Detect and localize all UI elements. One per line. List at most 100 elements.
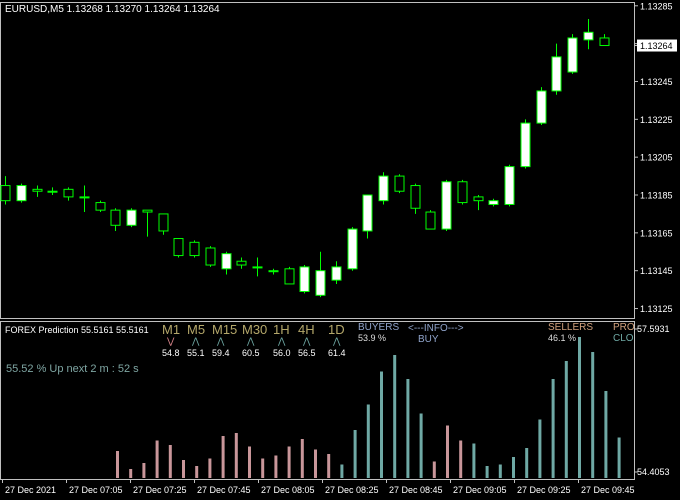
timeframe-label: M5 (187, 322, 206, 337)
histogram-bar (432, 461, 436, 478)
timeframe-value: 56.5 (298, 348, 316, 358)
price-tick-label: 1.13245 (640, 77, 673, 87)
histogram-bar (617, 437, 621, 478)
indicator-axis-max: 57.5931 (637, 324, 670, 334)
bullish-candle (315, 270, 326, 296)
current-price-label: 1.13264 (640, 41, 673, 51)
histogram-bar (129, 469, 133, 478)
histogram-bar (446, 425, 449, 478)
up-arrow-icon: ⋀ (333, 336, 341, 346)
bullish-candle (567, 37, 578, 73)
histogram-bar (459, 440, 463, 478)
bullish-candle (221, 253, 232, 270)
price-tick-label: 1.13165 (640, 228, 673, 238)
time-tick-label: 27 Dec 09:25 (517, 485, 571, 495)
bullish-candle (299, 266, 310, 293)
histogram-bar (353, 430, 357, 478)
time-tick-label: 27 Dec 08:25 (325, 485, 379, 495)
histogram-bar (155, 440, 159, 478)
bullish-candle (331, 266, 342, 281)
bearish-candle (599, 37, 610, 47)
info-signal: BUY (418, 334, 439, 345)
histogram-bar (512, 457, 515, 478)
bearish-candle (110, 209, 121, 226)
histogram-bar (234, 433, 238, 478)
histogram-bar (393, 355, 397, 478)
histogram-bar (538, 419, 542, 478)
time-tick-label: 27 Dec 2021 (5, 485, 56, 495)
price-tick-label: 1.13145 (640, 266, 673, 276)
clo-label: CLO (613, 333, 634, 344)
histogram-bar (208, 458, 212, 478)
up-arrow-icon: ⋀ (192, 336, 200, 346)
histogram-bar (274, 455, 278, 478)
prediction-text: 55.52 % Up next 2 m : 52 s (6, 363, 139, 375)
histogram-bar (168, 445, 172, 478)
timeframe-label: 4H (298, 322, 315, 337)
bullish-candle (347, 228, 358, 270)
main-chart-frame (0, 2, 635, 319)
bullish-candle (47, 190, 58, 193)
histogram-bar (525, 448, 529, 478)
timeframe-label: M1 (162, 322, 181, 337)
timeframe-value: 56.0 (273, 348, 291, 358)
bearish-candle (205, 247, 216, 266)
down-arrow-icon: ⋁ (167, 336, 175, 346)
current-price-box (637, 39, 677, 52)
bullish-candle (378, 175, 389, 202)
histogram-bar (591, 352, 595, 478)
time-tick-label: 27 Dec 09:45 (581, 485, 635, 495)
timeframe-value: 61.4 (328, 348, 346, 358)
bearish-candle (236, 260, 247, 266)
bearish-candle (473, 196, 484, 202)
histogram-bar (366, 404, 370, 478)
bullish-candle (551, 56, 562, 92)
timeframe-value: 54.8 (162, 348, 180, 358)
bullish-candle (583, 31, 594, 41)
histogram-bar (221, 436, 225, 478)
histogram-bar (287, 446, 291, 478)
buyers-percent: 53.9 % (358, 333, 387, 343)
price-tick-label: 1.13225 (640, 115, 673, 125)
histogram-bar (380, 371, 383, 478)
histogram-bar (327, 454, 331, 478)
timeframe-label: 1D (328, 322, 345, 337)
histogram-bar (300, 439, 304, 478)
timeframe-label: M30 (242, 322, 268, 337)
histogram-bar (340, 464, 344, 478)
price-tick-label: 1.13185 (640, 191, 673, 201)
timeframe-label: 1H (273, 322, 290, 337)
bullish-candle (16, 185, 27, 202)
time-tick-label: 27 Dec 08:05 (261, 485, 315, 495)
bearish-candle (0, 185, 11, 202)
histogram-bar (116, 451, 119, 478)
bullish-candle (362, 194, 373, 232)
histogram-bar (195, 466, 199, 478)
timeframe-value: 60.5 (242, 348, 260, 358)
info-label: <---INFO---> (408, 323, 464, 334)
price-tick-label: 1.13125 (640, 304, 673, 314)
histogram-bar (485, 466, 489, 478)
up-arrow-icon: ⋀ (278, 336, 286, 346)
up-arrow-icon: ⋀ (303, 336, 311, 346)
window-title: EURUSD,M5 1.13268 1.13270 1.13264 1.1326… (5, 4, 220, 15)
bearish-candle (95, 202, 106, 211)
histogram-bar (604, 391, 608, 478)
sellers-percent: 46.1 % (548, 333, 577, 343)
timeframe-value: 59.4 (212, 348, 230, 358)
bullish-candle (79, 196, 90, 199)
timeframe-label: M15 (212, 322, 238, 337)
histogram-bar (248, 446, 251, 478)
bearish-candle (425, 211, 436, 230)
indicator-title: FOREX Prediction 55.5161 55.5161 (5, 325, 149, 335)
bearish-candle (32, 188, 43, 192)
time-tick-label: 27 Dec 08:45 (389, 485, 443, 495)
bearish-candle (410, 185, 421, 209)
bearish-candle (394, 175, 405, 192)
histogram-bar (142, 463, 146, 478)
time-tick-label: 27 Dec 07:45 (197, 485, 251, 495)
bullish-candle (488, 200, 499, 205)
histogram-bar (551, 379, 555, 478)
time-tick-label: 27 Dec 07:25 (133, 485, 187, 495)
